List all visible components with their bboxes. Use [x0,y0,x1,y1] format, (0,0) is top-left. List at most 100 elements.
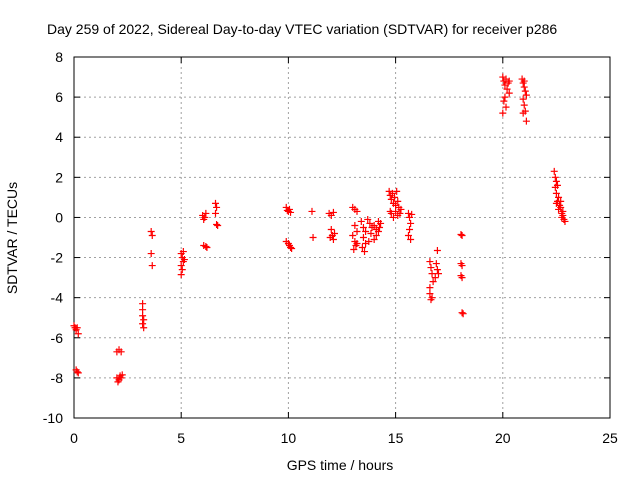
data-point [550,167,558,175]
data-point [552,199,560,207]
data-point [374,227,382,235]
data-point [520,101,528,109]
grid [74,57,610,418]
data-point [389,213,397,221]
data-point [73,324,81,332]
x-tick-label: 25 [602,430,618,446]
data-point [287,244,295,252]
data-point [350,246,358,254]
data-point [503,85,511,93]
data-point [499,109,507,117]
data-point [148,262,156,270]
data-point [408,210,416,218]
data-point [213,203,221,211]
data-point [520,83,528,91]
data-point [386,207,394,215]
data-point [364,215,372,223]
data-point [370,221,378,229]
axis-ticks [73,56,611,419]
data-point [353,240,361,248]
data-point [521,87,529,95]
data-point [500,97,508,105]
data-point [118,371,126,379]
data-point [552,177,560,185]
data-point [407,236,415,244]
data-point [74,369,82,377]
x-tick-label: 0 [70,430,78,446]
plot-border [73,56,611,419]
data-point [362,227,370,235]
data-point [553,181,561,189]
data-point [458,309,466,317]
data-point [309,234,317,241]
data-point [367,229,375,237]
data-point [214,221,222,229]
data-point [287,208,295,216]
data-point [427,264,435,272]
data-point [459,310,467,318]
data-point [520,77,528,85]
data-point [406,225,414,233]
data-point [202,209,210,217]
data-point [178,266,186,274]
data-point [426,284,434,292]
data-marks [70,73,569,386]
data-point [522,91,530,99]
data-point [370,236,378,244]
data-point [147,250,155,258]
data-point [397,205,405,213]
data-point [458,231,466,239]
data-point [391,193,399,201]
data-point [213,220,221,228]
data-point [147,227,155,235]
data-point [73,368,81,376]
data-point [404,231,412,239]
data-point [551,173,559,181]
data-point [358,244,366,252]
data-point [426,290,434,298]
data-point [139,300,147,308]
data-point [201,213,209,221]
x-axis-label: GPS time / hours [287,457,394,473]
y-tick-label: 4 [55,129,63,145]
data-point [212,199,220,207]
y-tick-label: 0 [55,209,63,225]
data-point [505,77,513,85]
data-point [365,238,373,246]
x-tick-label: 5 [177,430,185,446]
data-point [429,278,437,286]
data-point [139,320,147,328]
data-point [457,230,465,238]
y-tick-label: -10 [43,410,63,426]
x-tick-label: 10 [281,430,297,446]
data-point [285,205,293,213]
data-point [376,223,384,231]
data-point [330,229,338,237]
x-tick-labels: 0 5 10 15 20 25 [70,430,618,446]
data-point [180,256,188,264]
data-point [212,209,220,217]
data-point [502,103,510,111]
data-point [327,225,335,233]
data-point [203,244,211,252]
data-point [426,258,434,266]
x-tick-label: 15 [388,430,404,446]
data-point [501,93,509,101]
data-point [433,266,441,274]
y-tick-label: -2 [51,250,64,266]
data-point [404,209,412,217]
data-point [458,274,466,282]
data-point [140,316,148,324]
data-point [359,223,367,231]
data-point [431,274,439,282]
data-point [372,231,380,239]
y-tick-label: 6 [55,89,63,105]
data-point [353,227,361,235]
data-point [561,217,569,225]
data-point [458,262,466,270]
data-point [519,109,527,117]
data-point [117,374,125,382]
data-point [407,219,415,227]
data-point [559,207,567,215]
